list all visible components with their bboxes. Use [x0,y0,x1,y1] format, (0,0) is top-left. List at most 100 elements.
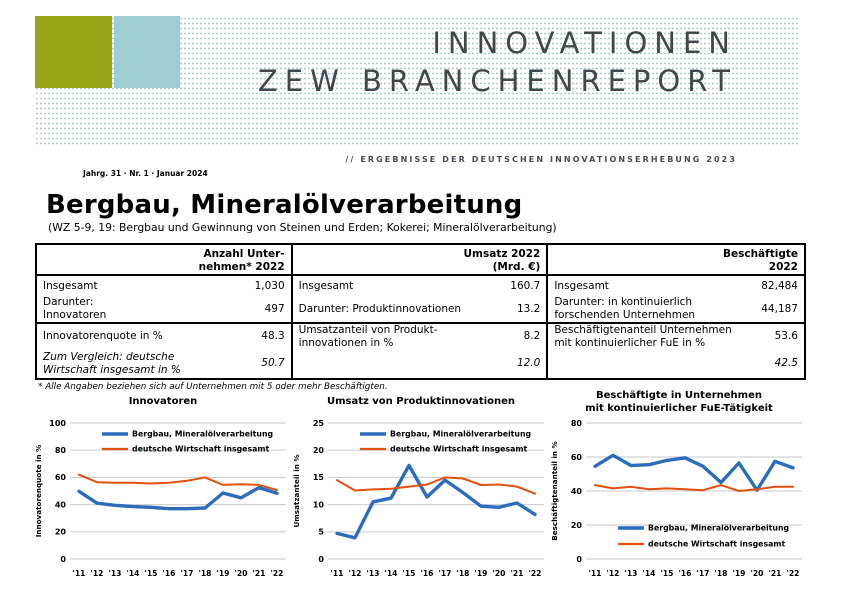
svg-text:Bergbau, Mineralölverarbeitung: Bergbau, Mineralölverarbeitung [390,430,531,439]
table-row: Insgesamt 160.7 [293,276,547,296]
table-row-comparison: Zum Vergleich: deutsche Wirtschaft insge… [37,349,291,378]
svg-text:20: 20 [313,446,325,455]
row-value: 497 [264,302,285,315]
svg-text:'22: '22 [787,569,800,578]
svg-text:20: 20 [571,521,583,530]
svg-text:Bergbau, Mineralölverarbeitung: Bergbau, Mineralölverarbeitung [132,430,273,439]
svg-text:'13: '13 [109,569,122,578]
svg-text:60: 60 [571,453,583,462]
svg-text:0: 0 [318,555,324,564]
svg-text:'18: '18 [715,569,728,578]
table-row: Darunter: in kontinuierlich forschenden … [548,296,804,324]
svg-text:'11: '11 [589,569,602,578]
svg-text:100: 100 [49,419,66,428]
svg-text:80: 80 [571,419,583,428]
svg-text:'15: '15 [145,569,158,578]
svg-text:'19: '19 [733,569,746,578]
svg-text:'19: '19 [475,569,488,578]
svg-text:'17: '17 [697,569,710,578]
svg-text:'18: '18 [199,569,212,578]
row-value: 12.0 [516,357,541,370]
chart-beschaeftigte: Beschäftigte in Unternehmen mit kontinui… [550,389,808,585]
row-label: Beschäftigtenanteil Unternehmen mit kont… [554,323,732,349]
row-label: Darunter: Produktinnovationen [298,302,462,315]
table-row: Insgesamt 1,030 [37,276,291,296]
row-label: Umsatzanteil von Produkt- innovationen i… [298,323,438,349]
row-value: 48.3 [261,330,285,343]
svg-text:'16: '16 [163,569,176,578]
svg-text:'19: '19 [217,569,230,578]
row-value: 1,030 [254,279,285,292]
svg-text:Umsatzanteil in %: Umsatzanteil in % [292,454,301,527]
svg-text:Beschäftigtenanteil in %: Beschäftigtenanteil in % [550,441,559,540]
column-header: Umsatz 2022 (Mrd. €) [292,245,547,276]
kpi-table: Anzahl Unter- nehmen* 2022 Insgesamt 1,0… [35,243,806,380]
svg-text:'15: '15 [403,569,416,578]
chart-title: Beschäftigte in Unternehmen mit kontinui… [585,389,773,415]
svg-text:'20: '20 [493,569,506,578]
svg-text:'11: '11 [73,569,86,578]
row-label: Insgesamt [554,279,609,292]
svg-text:25: 25 [313,419,325,428]
line-chart-umsatz: 0 5 10 15 20 25 '11 '12 '13 '14 '15 '16 '17 '18 '19 '20… [292,419,544,578]
svg-text:0: 0 [576,555,582,564]
svg-text:60: 60 [55,473,67,482]
table-row: Umsatzanteil von Produkt- innovationen i… [293,324,547,349]
row-value: 42.5 [774,357,798,370]
svg-text:'14: '14 [643,569,656,578]
svg-text:'13: '13 [367,569,380,578]
chart-title: Umsatz von Produktinnovationen [326,396,516,408]
masthead-subtitle: // ERGEBNISSE DER DEUTSCHEN INNOVATIONSE… [345,155,737,164]
row-value: 13.2 [516,302,541,315]
svg-text:80: 80 [55,446,67,455]
svg-text:10: 10 [313,500,325,509]
row-label: Innovatorenquote in % [43,330,163,343]
row-value: 8.2 [523,330,541,343]
svg-text:'17: '17 [439,569,452,578]
svg-text:40: 40 [55,500,67,509]
zew-logo-blue-block [114,16,180,88]
svg-text:'17: '17 [181,569,194,578]
line-chart-innovatoren: 0 20 40 60 80 100 '11 '12 '13 '14 '15 '16 '17 '18 '19 '… [34,419,286,578]
row-value: 50.7 [261,357,285,370]
row-label: Insgesamt [43,279,98,292]
svg-text:'21: '21 [769,569,782,578]
row-label: Darunter: in kontinuierlich forschenden … [554,296,696,321]
svg-text:'14: '14 [127,569,140,578]
svg-text:5: 5 [318,528,324,537]
table-group-unternehmen: Anzahl Unter- nehmen* 2022 Insgesamt 1,0… [37,245,293,378]
svg-text:'14: '14 [385,569,398,578]
svg-text:'16: '16 [421,569,434,578]
svg-text:'12: '12 [91,569,104,578]
page-subtitle: (WZ 5-9, 19: Bergbau und Gewinnung von S… [48,221,557,234]
masthead-title-line2: ZEW BRANCHENREPORT [257,64,737,98]
svg-text:'22: '22 [529,569,542,578]
table-row: Beschäftigtenanteil Unternehmen mit kont… [548,324,804,349]
issue-line: Jahrg. 31 · Nr. 1 · Januar 2024 [83,169,208,178]
svg-text:'22: '22 [271,569,284,578]
table-footnote: * Alle Angaben beziehen sich auf Unterne… [38,382,388,392]
svg-text:'21: '21 [511,569,524,578]
svg-text:Bergbau, Mineralölverarbeitung: Bergbau, Mineralölverarbeitung [648,524,789,533]
svg-text:15: 15 [313,473,325,482]
page-title: Bergbau, Mineralölverarbeitung [46,190,523,220]
svg-text:0: 0 [60,555,66,564]
line-chart-beschaeftigte: 0 20 40 60 80 '11 '12 '13 '14 '15 '16 '17 '18 '19 '20 '… [550,419,802,578]
svg-text:deutsche Wirtschaft insgesamt: deutsche Wirtschaft insgesamt [132,445,269,454]
chart-umsatz: Umsatz von Produktinnovationen 0 5 10 15 20 2… [292,389,550,585]
svg-text:deutsche Wirtschaft insgesamt: deutsche Wirtschaft insgesamt [648,540,785,549]
column-header: Anzahl Unter- nehmen* 2022 [37,245,291,276]
chart-title: Innovatoren [128,396,198,408]
svg-text:40: 40 [571,487,583,496]
svg-text:'11: '11 [331,569,344,578]
table-group-beschaeftigte: Beschäftigte 2022 Insgesamt 82,484 Darun… [548,245,804,378]
table-row: Innovatorenquote in % 48.3 [37,324,291,349]
masthead-title: INNOVATIONEN ZEW BRANCHENREPORT [258,24,737,100]
table-row-comparison: 12.0 [293,349,547,378]
svg-text:deutsche Wirtschaft insgesamt: deutsche Wirtschaft insgesamt [390,445,527,454]
column-header: Beschäftigte 2022 [548,245,804,276]
row-label: Zum Vergleich: deutsche Wirtschaft insge… [43,350,181,376]
row-value: 44,187 [761,302,798,315]
svg-text:20: 20 [55,528,67,537]
